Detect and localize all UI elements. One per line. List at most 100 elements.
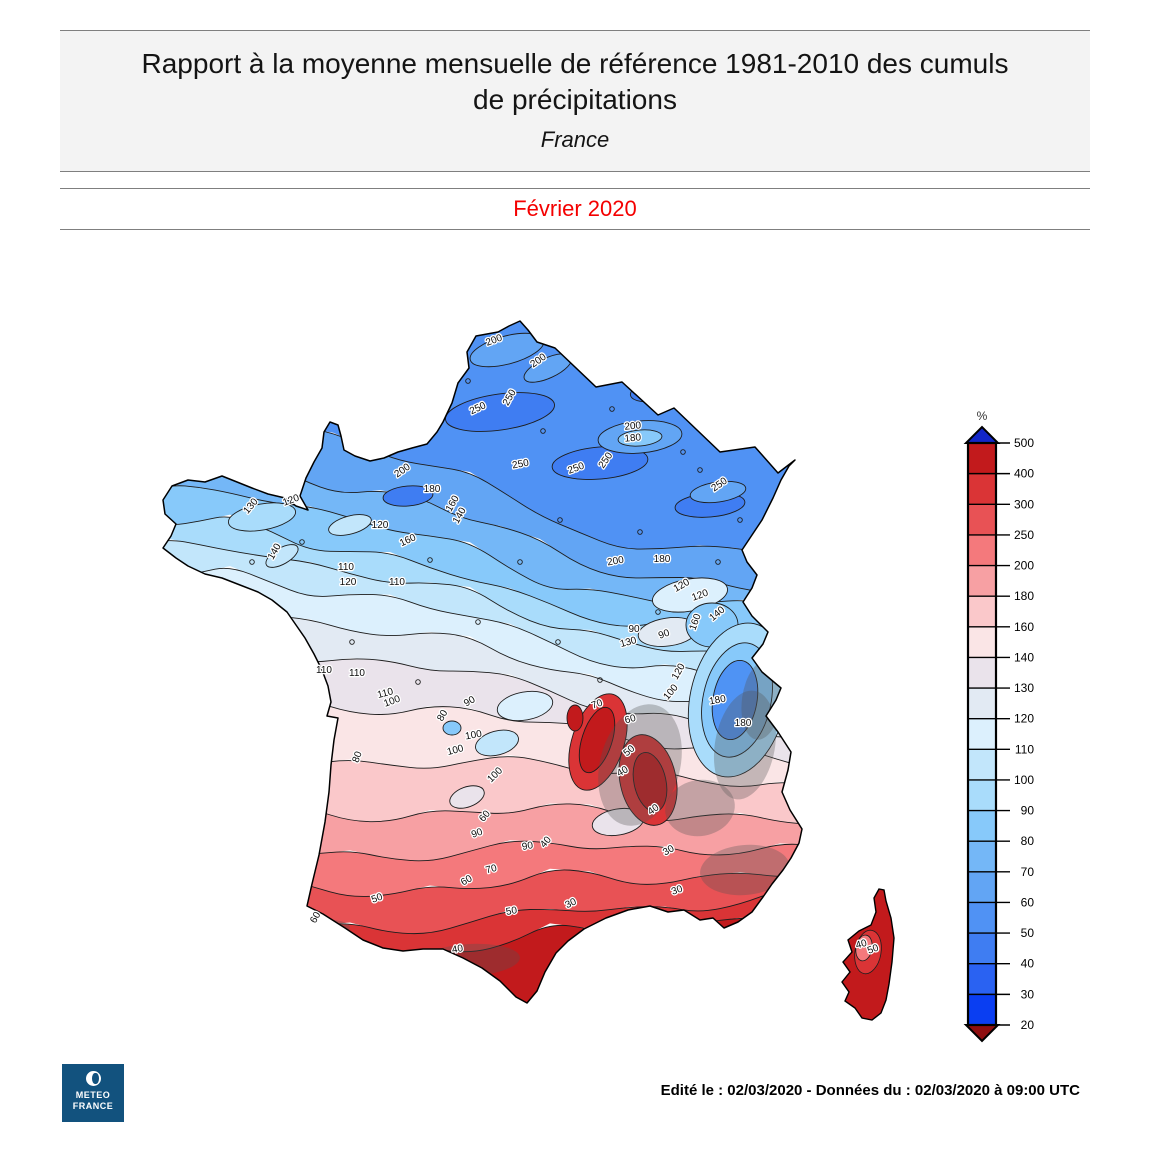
legend-color-cell [968, 841, 996, 872]
contour-labels: 2002002502502001802502502502502001801601… [240, 331, 882, 958]
small-contour-ring [540, 428, 546, 434]
contour-pocket [689, 480, 747, 504]
legend-tick-label: 60 [1021, 895, 1035, 909]
contour-label: 110 [389, 577, 405, 588]
legend-tick-label: 250 [1014, 528, 1034, 542]
period-label: Février 2020 [513, 196, 637, 221]
contour-pocket [617, 429, 663, 447]
small-contour-ring [249, 559, 255, 565]
small-contour-ring [517, 559, 523, 565]
contour-label: 110 [338, 562, 354, 573]
contour-label: 180 [624, 432, 642, 444]
legend-arrow-up [963, 425, 1001, 444]
small-contour-ring [557, 517, 563, 523]
legend-tick-label: 130 [1014, 681, 1034, 695]
small-contour-ring [465, 378, 471, 384]
legend-tick-label: 80 [1021, 834, 1035, 848]
legend-tick-label: 100 [1014, 773, 1034, 787]
contour-pocket [328, 514, 372, 536]
small-contour-ring [680, 449, 686, 455]
legend-color-cell [968, 657, 996, 689]
contour-label: 180 [708, 694, 727, 708]
contour-label: 180 [735, 718, 752, 729]
contour-label: 250 [511, 458, 530, 472]
contour-pocket [265, 544, 299, 568]
contour-pocket [496, 690, 554, 722]
legend-tick-label: 20 [1021, 1018, 1035, 1032]
contour-label: 90 [521, 840, 534, 853]
contour-label: 40 [855, 938, 869, 952]
page-subtitle: France [540, 127, 610, 152]
filled-contour-bands [163, 321, 802, 1003]
small-contour-ring [299, 539, 305, 545]
contour-pocket [711, 659, 759, 741]
contour-pocket [442, 720, 462, 736]
legend-tick-label: 300 [1014, 497, 1034, 511]
legend-tick-label: 120 [1014, 712, 1034, 726]
page-title-line1: Rapport à la moyenne mensuelle de référe… [141, 48, 1009, 79]
legend-tick-label: 50 [1021, 926, 1035, 940]
contour-line [163, 516, 802, 681]
contour-label: 200 [606, 555, 625, 569]
small-contour-ring [637, 529, 643, 535]
contour-label: 100 [464, 729, 483, 743]
contour-line [163, 567, 802, 731]
small-contour-ring [609, 406, 615, 412]
logo-line1: METEO [75, 1090, 111, 1100]
legend-tick-label: 180 [1014, 589, 1034, 603]
legend-color-cell [968, 810, 996, 842]
legend-color-cell [968, 565, 996, 597]
contour-label: 60 [624, 713, 638, 727]
contour-band [163, 869, 802, 935]
meteo-france-logo-icon [85, 1071, 101, 1086]
meteo-france-logo: METEO FRANCE [62, 1064, 124, 1122]
legend-color-cell [968, 473, 996, 505]
legend-color-cell [968, 749, 996, 780]
contour-label: 50 [505, 905, 518, 918]
contour-line [163, 485, 802, 641]
legend-color-cell [968, 779, 996, 811]
contour-label: 70 [485, 863, 499, 877]
small-contour-ring [657, 557, 663, 563]
contour-band [163, 740, 802, 832]
legend-arrow-down [963, 1024, 1001, 1043]
relief-shading [700, 844, 790, 896]
small-contour-ring [655, 609, 661, 615]
legend-tick-label: 40 [1021, 957, 1035, 971]
legend-color-cell [968, 963, 996, 995]
small-contour-ring [475, 619, 481, 625]
small-contour-ring [715, 559, 721, 565]
color-scale-legend: % 500 400 300 250 200 180 160 140 130 120 110 100 90 8… [963, 409, 1035, 1043]
contour-band [163, 689, 802, 808]
contour-label: 180 [424, 484, 441, 495]
legend-tick-label: 90 [1021, 804, 1035, 818]
contour-label: 200 [624, 420, 642, 432]
contour-pocket [445, 392, 555, 432]
legend-color-cell [968, 688, 996, 719]
contour-pocket [855, 934, 873, 962]
contour-label: 90 [628, 624, 640, 635]
contour-pocket [475, 729, 519, 757]
contour-label: 40 [451, 943, 464, 956]
contour-pocket [578, 706, 616, 774]
legend-color-cell [968, 596, 996, 627]
contour-band [163, 640, 802, 790]
contour-pocket [632, 752, 668, 812]
legend-tick-label: 200 [1014, 559, 1034, 573]
legend-color-cell [968, 902, 996, 934]
legend-color-cell [968, 443, 996, 474]
contour-band [163, 568, 802, 755]
small-contour-ring [415, 679, 421, 685]
contour-pocket [551, 446, 649, 480]
period-strip: Février 2020 [60, 188, 1090, 230]
small-contour-ring [697, 467, 703, 473]
legend-color-cell [968, 994, 996, 1025]
legend-unit: % [977, 409, 988, 423]
legend-tick-label: 160 [1014, 620, 1034, 634]
legend-tick-label: 140 [1014, 650, 1034, 664]
legend-tick-label: 70 [1021, 865, 1035, 879]
contour-label: 110 [349, 668, 365, 679]
legend-color-cell [968, 504, 996, 535]
small-contour-ring [427, 557, 433, 563]
